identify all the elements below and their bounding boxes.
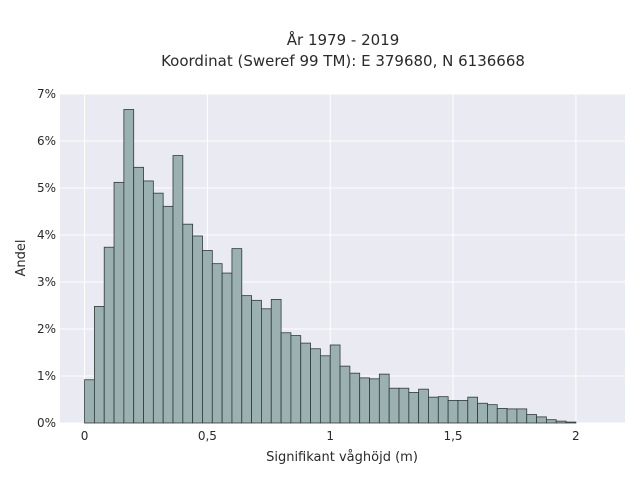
x-axis-ticks: 0 0,5 1 1,5 2 [81,429,580,443]
histogram-bar [378,373,390,424]
histogram-bar [496,408,508,424]
histogram-bar [261,308,272,424]
chart-title-line-2: Koordinat (Sweref 99 TM): E 379680, N 61… [161,52,525,70]
histogram-bar [241,295,253,424]
histogram-bar [516,408,528,424]
histogram-bar [477,402,488,424]
y-tick-label-0: 0% [37,416,56,430]
y-tick-label-6: 6% [37,134,56,148]
histogram-bar [565,421,577,424]
histogram-bar [192,235,203,424]
histogram-bar [84,379,95,424]
histogram-bar [437,396,449,424]
histogram-bar [251,299,262,424]
y-tick-label-4: 4% [37,228,56,242]
histogram-bar [152,192,164,424]
histogram-bar [143,180,154,424]
histogram-bar [339,365,351,424]
histogram-bar [211,263,223,424]
histogram-bar [369,378,380,424]
histogram-bar [310,348,321,424]
histogram-bar [202,250,213,424]
y-axis-label: Andel [14,240,29,277]
histogram-bar [526,414,537,424]
histogram-bar [418,388,429,424]
histogram-bar [93,306,105,424]
histogram-bar [555,420,567,424]
histogram-bar [133,166,144,424]
x-tick-label-3: 1,5 [443,429,462,443]
x-axis-label: Signifikant våghöjd (m) [266,450,418,465]
histogram-bar [428,396,439,424]
x-tick-label-2: 1 [326,429,334,443]
histogram-bar [388,387,400,424]
y-tick-label-2: 2% [37,322,56,336]
histogram-bar [447,400,459,424]
y-tick-label-1: 1% [37,369,56,383]
histogram-bar [290,335,302,424]
histogram-bar [182,223,194,424]
histogram-bar [536,416,547,424]
histogram-bar [467,396,479,424]
x-tick-label-1: 0,5 [198,429,217,443]
histogram-bar [221,272,233,424]
histogram-bar [300,342,311,424]
histogram-bar [359,377,370,424]
histogram-bar [280,332,292,424]
bars [84,109,577,424]
histogram-bar [103,246,115,424]
histogram-bar [487,404,498,424]
histogram-bar [408,392,420,424]
histogram-bar [113,181,125,424]
histogram-bar [319,355,331,424]
histogram-bar [506,408,518,424]
histogram-bar [123,109,135,424]
histogram-bar [398,387,410,424]
histogram-bar [349,372,361,424]
histogram-bar [329,344,341,424]
chart-title-line-1: År 1979 - 2019 [287,30,400,49]
histogram-bar [545,419,557,424]
histogram-bar [172,155,184,424]
y-axis-ticks: 0% 1% 2% 3% 4% 5% 6% 7% [37,87,56,430]
y-tick-label-7: 7% [37,87,56,101]
y-tick-label-3: 3% [37,275,56,289]
x-tick-label-4: 2 [572,429,580,443]
histogram-bar [270,298,282,424]
histogram-bar [457,400,469,424]
histogram-bar [162,205,174,424]
y-tick-label-5: 5% [37,181,56,195]
histogram-bar [231,248,243,424]
x-tick-label-0: 0 [81,429,89,443]
